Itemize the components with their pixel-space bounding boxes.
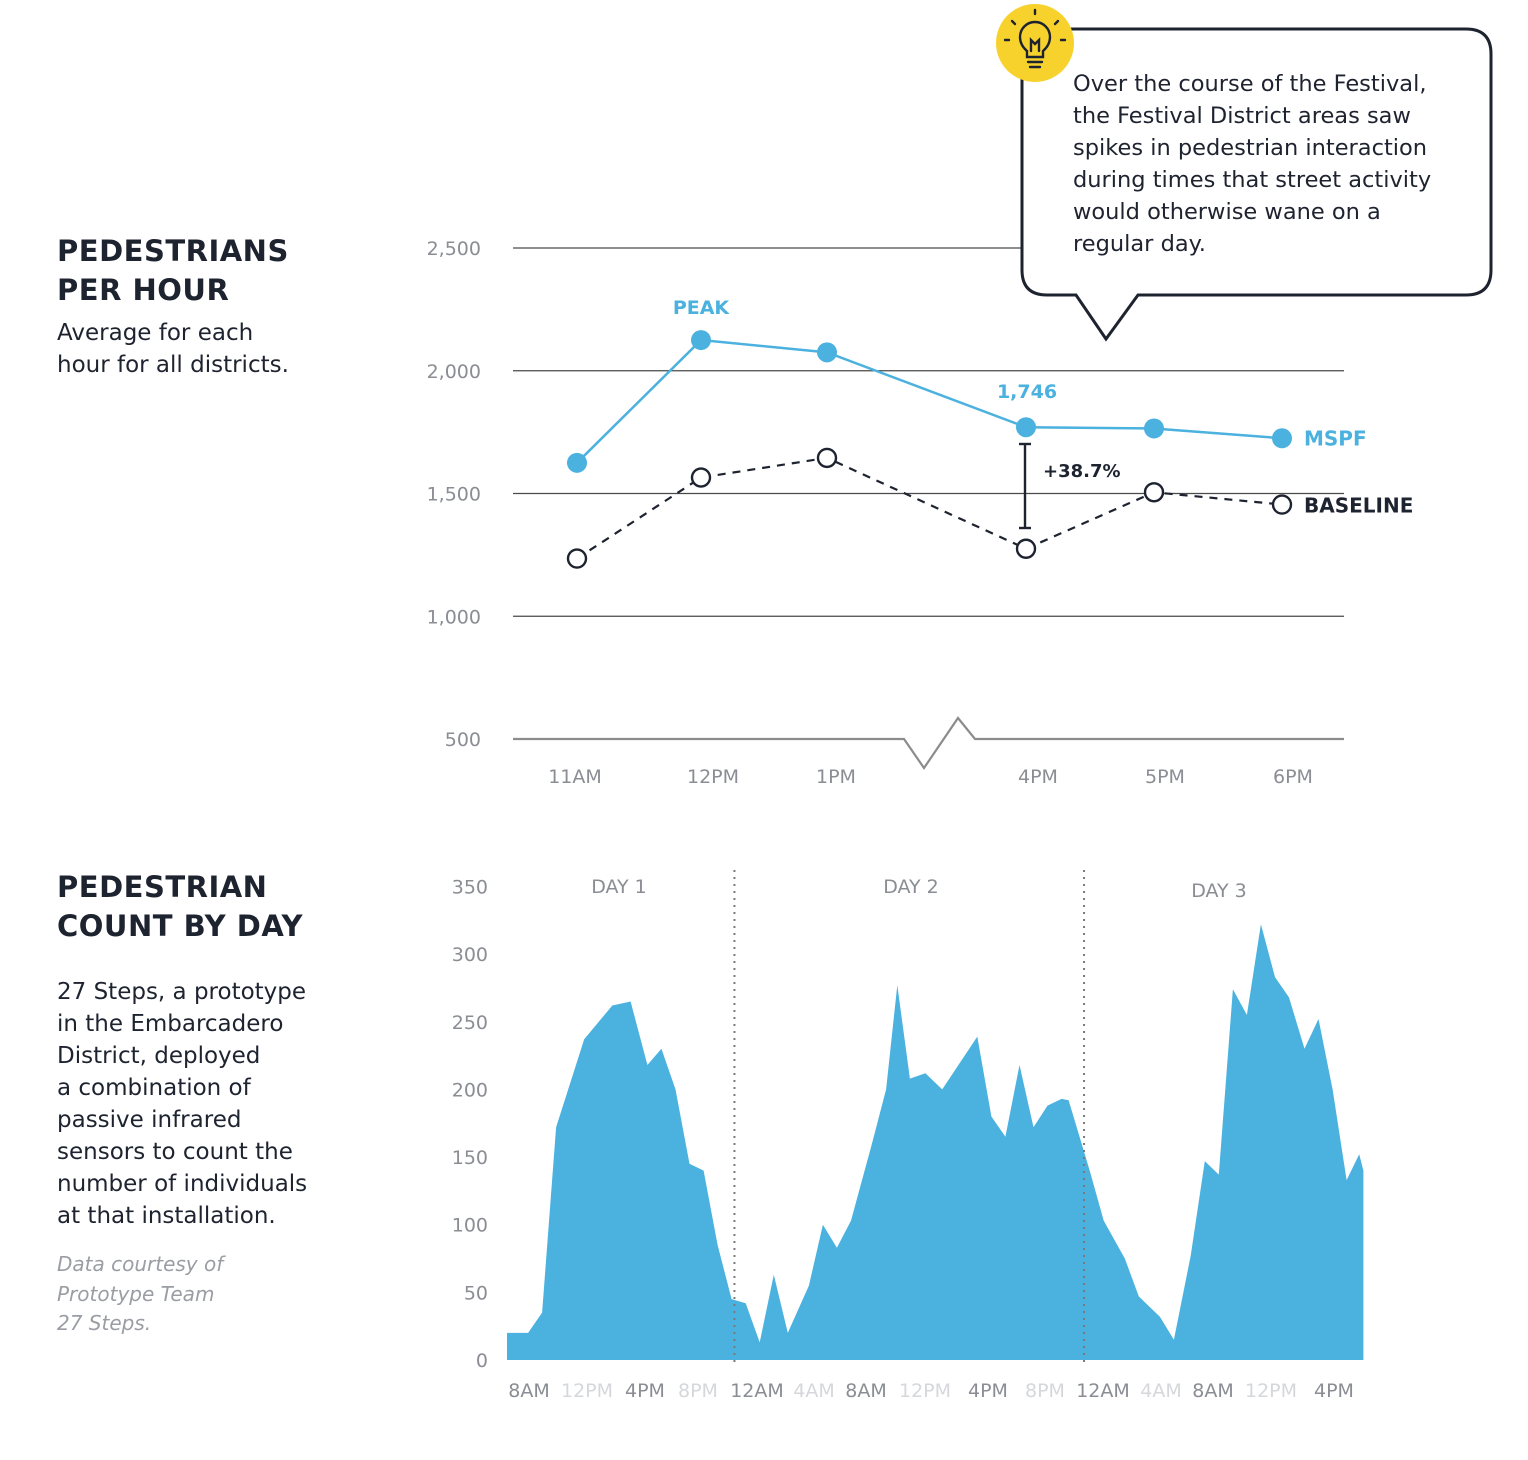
- x-tick-label: 8AM: [1192, 1380, 1233, 1402]
- y-tick-label: 1,500: [427, 484, 481, 506]
- x-tick-label: 4AM: [1140, 1380, 1181, 1402]
- mspf-point: [1272, 428, 1292, 449]
- callout-line: would otherwise wane on a: [1073, 199, 1381, 225]
- baseline-series-line: [576, 456, 1283, 560]
- y-tick-label: 100: [452, 1215, 488, 1237]
- x-tick-label: 4PM: [968, 1380, 1008, 1402]
- y-tick-label: 250: [452, 1012, 488, 1034]
- baseline-point: [1271, 494, 1293, 515]
- x-tick-label: 12AM: [730, 1380, 784, 1402]
- callout-text: Over the course of the Festival, the Fes…: [1073, 68, 1478, 260]
- mspf-point: [1016, 417, 1036, 438]
- x-tick-label: 12PM: [1245, 1380, 1297, 1402]
- chart2-desc-line: sensors to count the: [57, 1139, 293, 1165]
- x-tick-label: 8PM: [678, 1380, 718, 1402]
- mspf-point: [691, 330, 711, 351]
- x-tick-label: 4PM: [625, 1380, 665, 1402]
- x-tick-label: 4PM: [1018, 766, 1058, 788]
- baseline-point: [1015, 538, 1037, 559]
- y-tick-label: 2,500: [427, 238, 481, 260]
- x-tick-label: 12AM: [1076, 1380, 1130, 1402]
- chart1-desc-line2: hour for all districts.: [57, 352, 289, 378]
- data-credit: Data courtesy of Prototype Team 27 Steps…: [57, 1250, 223, 1339]
- credit-line: 27 Steps.: [57, 1311, 152, 1335]
- x-tick-label: 12PM: [561, 1380, 613, 1402]
- mspf-series-label: MSPF: [1304, 426, 1367, 450]
- mspf-point: [817, 342, 837, 363]
- x-tick-label: 12PM: [899, 1380, 951, 1402]
- y-tick-label: 1,000: [427, 606, 481, 628]
- y-tick-label: 350: [452, 876, 488, 898]
- chart1-description: Average for each hour for all districts.: [57, 317, 289, 381]
- chart2-desc-line: number of individuals: [57, 1171, 308, 1197]
- day-label: DAY 2: [883, 876, 939, 898]
- callout-bubble: [996, 4, 1493, 342]
- credit-line: Data courtesy of: [57, 1252, 224, 1276]
- y-tick-label: 500: [445, 729, 481, 751]
- change-annotation: +38.7%: [1043, 461, 1121, 482]
- chart2-desc-line: District, deployed: [57, 1043, 261, 1069]
- callout-line: during times that street activity: [1073, 167, 1432, 193]
- mspf-point: [1144, 418, 1164, 439]
- y-tick-label: 300: [452, 944, 488, 966]
- baseline-point: [690, 467, 712, 488]
- x-tick-label: 8PM: [1025, 1380, 1065, 1402]
- y-tick-label: 200: [452, 1079, 488, 1101]
- x-axis-break: [513, 716, 1344, 770]
- chart1-title-line2: PER HOUR: [57, 273, 230, 307]
- x-tick-label: 8AM: [508, 1380, 549, 1402]
- mspf-series-line: [576, 338, 1283, 464]
- chart2-desc-line: a combination of: [57, 1075, 251, 1101]
- chart2-desc-line: 27 Steps, a prototype: [57, 979, 307, 1005]
- chart1-desc-line1: Average for each: [57, 320, 254, 346]
- y-tick-label: 0: [476, 1350, 488, 1372]
- x-tick-label: 6PM: [1273, 766, 1313, 788]
- x-tick-label: 11AM: [548, 766, 602, 788]
- y-tick-label: 150: [452, 1147, 488, 1169]
- chart2-description: 27 Steps, a prototype in the Embarcadero…: [57, 976, 307, 1232]
- y-tick-label: 50: [464, 1282, 488, 1304]
- pedestrian-count-area: [507, 924, 1364, 1360]
- baseline-point: [1143, 482, 1165, 503]
- lightbulb-icon: [996, 4, 1074, 82]
- x-tick-label: 5PM: [1145, 766, 1185, 788]
- chart2-title-line2: COUNT BY DAY: [57, 909, 303, 943]
- chart1-title: PEDESTRIANS PER HOUR: [57, 232, 289, 310]
- peak-annotation: PEAK: [673, 297, 731, 319]
- chart1-title-line1: PEDESTRIANS: [57, 234, 289, 268]
- value-annotation: 1,746: [997, 381, 1057, 403]
- x-tick-label: 1PM: [816, 766, 856, 788]
- mspf-point: [567, 452, 587, 473]
- callout-line: the Festival District areas saw: [1073, 103, 1411, 129]
- y-tick-label: 2,000: [427, 361, 481, 383]
- x-tick-label: 8AM: [845, 1380, 886, 1402]
- chart2-title-line1: PEDESTRIAN: [57, 870, 268, 904]
- day-label: DAY 3: [1191, 880, 1247, 902]
- pedestrians-per-hour-chart: 2,500 2,000 1,500 1,000 500 11AM 12PM 1PM 4PM 5PM…: [427, 238, 1414, 788]
- baseline-point: [566, 548, 588, 569]
- chart2-desc-line: in the Embarcadero: [57, 1011, 284, 1037]
- callout-line: regular day.: [1073, 231, 1206, 257]
- x-tick-label: 4PM: [1314, 1380, 1354, 1402]
- chart2-desc-line: passive infrared: [57, 1107, 242, 1133]
- chart2-desc-line: at that installation.: [57, 1203, 276, 1229]
- x-tick-label: 12PM: [687, 766, 739, 788]
- day-label: DAY 1: [591, 876, 647, 898]
- chart2-title: PEDESTRIAN COUNT BY DAY: [57, 868, 303, 946]
- credit-line: Prototype Team: [57, 1281, 215, 1306]
- baseline-point: [816, 447, 838, 469]
- x-tick-label: 4AM: [793, 1380, 834, 1402]
- baseline-series-label: BASELINE: [1304, 494, 1413, 518]
- callout-line: spikes in pedestrian interaction: [1073, 135, 1428, 161]
- callout-line: Over the course of the Festival,: [1073, 71, 1427, 97]
